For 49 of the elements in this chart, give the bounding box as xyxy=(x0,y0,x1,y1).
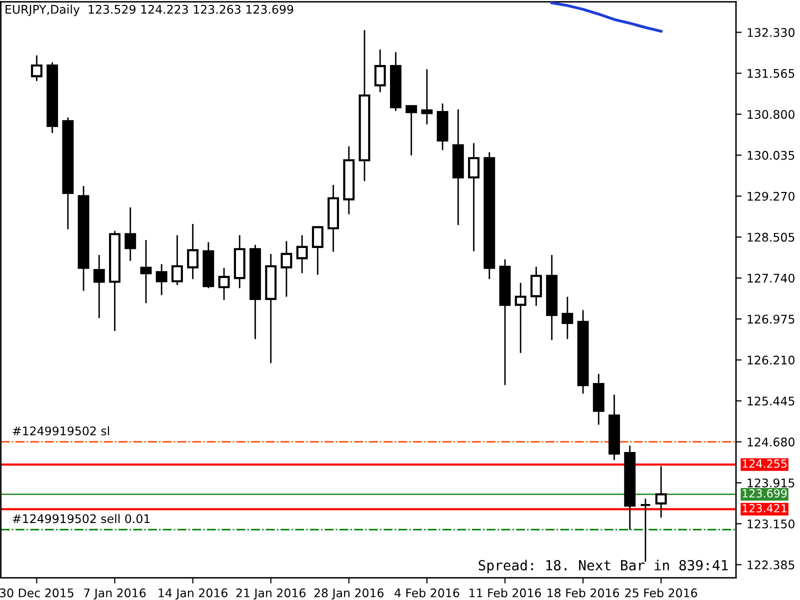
text: 127.740 xyxy=(748,274,794,283)
text: 131.565 xyxy=(748,68,794,78)
annotation: Spread: 18. Next Bar in 839:41 xyxy=(478,560,728,574)
ref-line-label: 124.255 xyxy=(742,459,787,468)
text: 122.385 xyxy=(748,560,794,570)
x-tick-label: 18 Feb 2016 xyxy=(548,588,620,598)
x-tick-label: 21 Jan 2016 xyxy=(236,588,306,600)
x-tick-label: 28 Jan 2016 xyxy=(314,588,384,600)
x-tick-label: 11 Feb 2016 xyxy=(470,588,541,598)
x-tick-label: 25 Feb 2016 xyxy=(625,588,698,598)
candlestick xyxy=(514,282,526,354)
x-tick-label: 7 Jan 2016 xyxy=(84,588,146,600)
text: 123.150 xyxy=(748,519,794,528)
candlestick xyxy=(530,266,542,307)
candlestick xyxy=(156,263,168,296)
candlestick xyxy=(218,267,230,301)
text: 132.330 xyxy=(748,28,794,37)
candlestick xyxy=(187,223,199,280)
text: 128.505 xyxy=(748,232,794,242)
candlestick xyxy=(296,234,308,274)
candlestick xyxy=(406,104,418,156)
candlestick xyxy=(124,206,136,262)
text: 126.210 xyxy=(748,356,794,365)
candlestick xyxy=(562,296,574,340)
candlestick xyxy=(655,466,667,518)
text: 123.915 xyxy=(748,478,794,488)
ref-line-label: #1249919502 sell 0.01 xyxy=(12,514,150,524)
ref-line-label: 123.421 xyxy=(742,504,786,512)
x-tick-label: 14 Jan 2016 xyxy=(158,588,228,600)
candlestick xyxy=(140,239,152,304)
candlestick xyxy=(30,54,42,82)
text: 130.035 xyxy=(748,150,794,160)
candlestick xyxy=(93,254,105,319)
candlestick xyxy=(280,240,292,298)
candlestick xyxy=(374,48,386,93)
chart-title: EURJPY,Daily 123.529 124.223 123.263 123.699 xyxy=(6,4,294,16)
ref-line-label: #1249919502 sl xyxy=(12,426,109,436)
x-tick-label: 30 Dec 2015 xyxy=(0,588,74,598)
text: 129.270 xyxy=(748,192,794,201)
text: 126.975 xyxy=(748,314,794,324)
text: 130.800 xyxy=(748,110,794,119)
text: 124.680 xyxy=(748,438,794,446)
candlestick xyxy=(312,225,324,276)
candlestick xyxy=(468,142,480,252)
candlestick xyxy=(421,68,433,126)
ref-line-label: 123.699 xyxy=(742,489,787,498)
x-tick-label: 4 Feb 2016 xyxy=(394,588,460,598)
text: 125.445 xyxy=(748,396,794,406)
candlestick xyxy=(171,234,183,286)
